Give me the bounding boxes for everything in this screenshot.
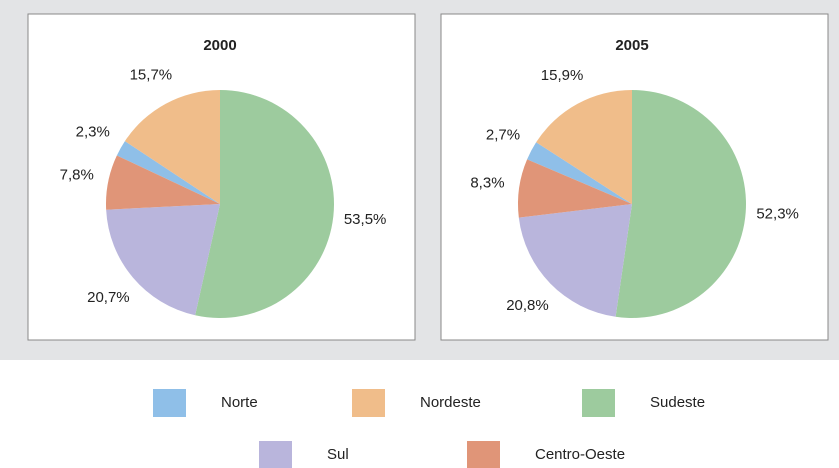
pie-slice <box>536 90 632 204</box>
data-label: 2,7% <box>486 127 520 144</box>
data-label: 7,8% <box>60 167 94 184</box>
pie-slice <box>527 142 632 204</box>
data-label: 8,3% <box>470 174 504 191</box>
pie-slice <box>518 204 632 317</box>
legend-label: Centro-Oeste <box>535 446 625 463</box>
data-label: 20,8% <box>506 297 549 314</box>
legend-swatch <box>352 389 385 417</box>
data-label: 53,5% <box>344 211 387 228</box>
data-label: 2,3% <box>76 123 110 140</box>
data-label: 52,3% <box>756 206 799 223</box>
legend-swatch <box>259 441 292 468</box>
pie-slice <box>106 155 220 210</box>
legend-label: Sul <box>327 446 349 463</box>
legend-label: Nordeste <box>420 394 481 411</box>
data-label: 15,7% <box>130 66 173 83</box>
legend-label: Sudeste <box>650 394 705 411</box>
chart-title: 2000 <box>203 37 236 54</box>
pie-slice <box>116 141 220 204</box>
pie-slice <box>106 204 220 316</box>
chart-title: 2005 <box>615 37 648 54</box>
pie-slice <box>615 90 746 318</box>
pie-slice <box>124 90 220 204</box>
legend-swatch <box>467 441 500 468</box>
data-label: 20,7% <box>87 289 130 306</box>
legend-swatch <box>153 389 186 417</box>
legend-swatch <box>582 389 615 417</box>
legend-label: Norte <box>221 394 258 411</box>
data-label: 15,9% <box>541 67 584 84</box>
pie-slice <box>195 90 334 319</box>
pie-slice <box>518 159 632 218</box>
